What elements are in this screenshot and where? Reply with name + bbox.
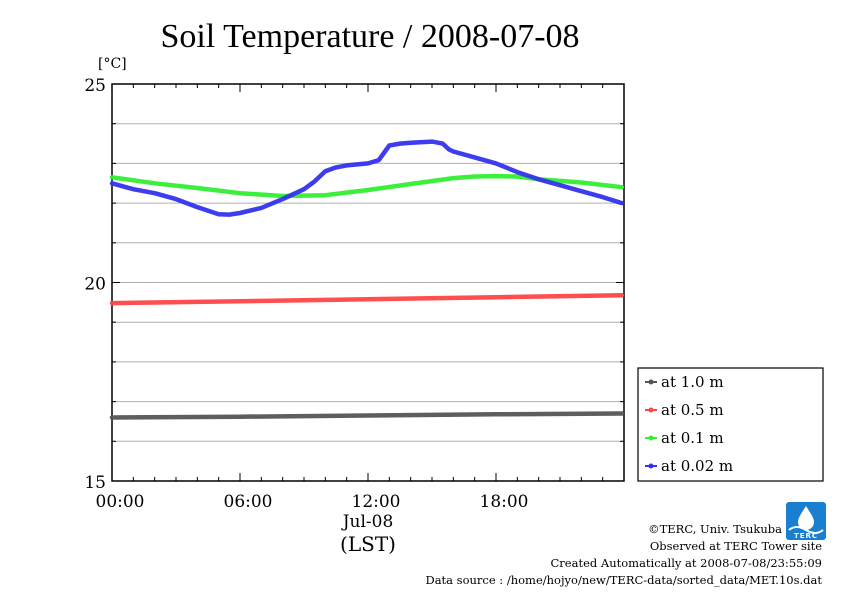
y-axis-unit: [°C] [98, 56, 127, 72]
series-line [109, 292, 625, 306]
chart-title: Soil Temperature / 2008-07-08 [160, 18, 579, 55]
water-drop-icon [798, 506, 814, 530]
credit-observed: Observed at TERC Tower site [649, 539, 822, 553]
credit-copyright: ©TERC, Univ. Tsukuba [648, 522, 782, 536]
y-tick-label: 15 [84, 473, 106, 493]
legend-label: at 0.5 m [661, 401, 724, 419]
terc-logo-text: TERC [794, 532, 818, 540]
x-axis-date-label: Jul-08 [341, 512, 394, 532]
series-line [109, 139, 625, 217]
legend-box [637, 367, 824, 482]
y-axis-ticks: 15 20 25 [84, 76, 624, 493]
x-tick-label: 00:00 [96, 492, 145, 512]
legend-label: at 1.0 m [661, 373, 724, 391]
credit-source: Data source : /home/hojyo/new/TERC-data/… [425, 573, 822, 587]
grid-lines [112, 123, 624, 442]
legend: at 1.0 m at 0.5 m at 0.1 m at 0.02 m [637, 367, 824, 482]
x-tick-label: 18:00 [480, 492, 529, 512]
terc-logo: TERC [786, 502, 826, 540]
x-tick-label: 06:00 [224, 492, 273, 512]
credit-created: Created Automatically at 2008-07-08/23:5… [550, 556, 823, 570]
legend-marker [648, 379, 654, 385]
legend-label: at 0.02 m [661, 457, 733, 475]
x-axis-label: (LST) [340, 532, 396, 556]
legend-marker [648, 463, 654, 469]
data-lines [109, 139, 625, 420]
legend-label: at 0.1 m [661, 429, 724, 447]
y-tick-label: 20 [84, 275, 106, 295]
legend-marker [648, 435, 654, 441]
y-tick-label: 25 [84, 76, 106, 96]
x-axis-ticks: 00:00 06:00 12:00 18:00 [96, 84, 625, 512]
series-line [109, 411, 625, 420]
legend-marker [648, 407, 654, 413]
x-tick-label: 12:00 [352, 492, 401, 512]
